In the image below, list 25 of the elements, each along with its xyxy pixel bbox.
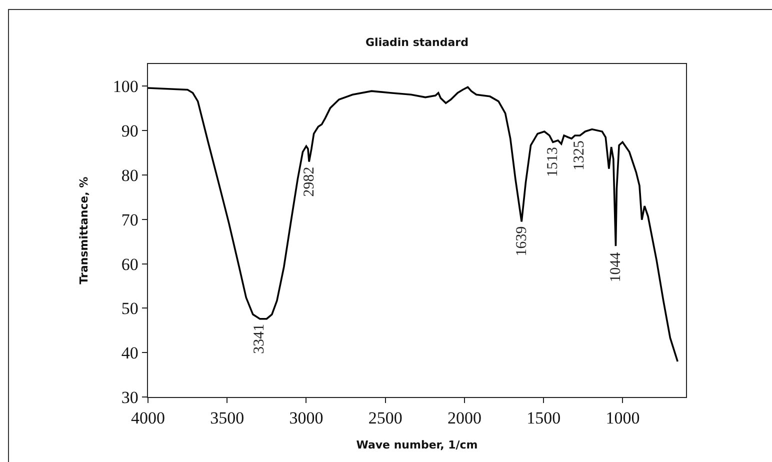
y-tick-label: 80 bbox=[121, 166, 138, 185]
x-tick-label: 2500 bbox=[368, 408, 402, 428]
annotation: 1325 bbox=[572, 140, 588, 170]
y-tick-label: 40 bbox=[121, 344, 138, 363]
annotation: 1639 bbox=[514, 226, 530, 256]
line-series bbox=[148, 86, 679, 362]
chart-title: Gliadin standard bbox=[366, 36, 468, 49]
y-tick-label: 90 bbox=[121, 122, 138, 141]
x-axis-title: Wave number, 1/cm bbox=[356, 438, 478, 452]
y-tick-label: 50 bbox=[121, 299, 138, 318]
y-tick-label: 70 bbox=[121, 210, 138, 230]
x-tick-label: 1500 bbox=[526, 408, 561, 428]
x-tick-label: 4000 bbox=[131, 408, 165, 428]
y-tick-label: 60 bbox=[121, 254, 138, 274]
annotation: 1044 bbox=[608, 252, 624, 282]
annotation: 2982 bbox=[301, 166, 318, 197]
y-axis-title: Transmittance, % bbox=[78, 176, 91, 284]
annotation: 1513 bbox=[544, 147, 561, 178]
x-tick-label: 2000 bbox=[447, 408, 482, 428]
y-tick-label: 30 bbox=[121, 388, 138, 407]
x-tick-label: 3500 bbox=[210, 408, 244, 428]
x-tick-label: 3000 bbox=[289, 408, 324, 428]
annotation: 3341 bbox=[251, 324, 268, 354]
y-tick-label: 100 bbox=[112, 77, 138, 96]
x-tick-label: 1000 bbox=[606, 408, 640, 428]
